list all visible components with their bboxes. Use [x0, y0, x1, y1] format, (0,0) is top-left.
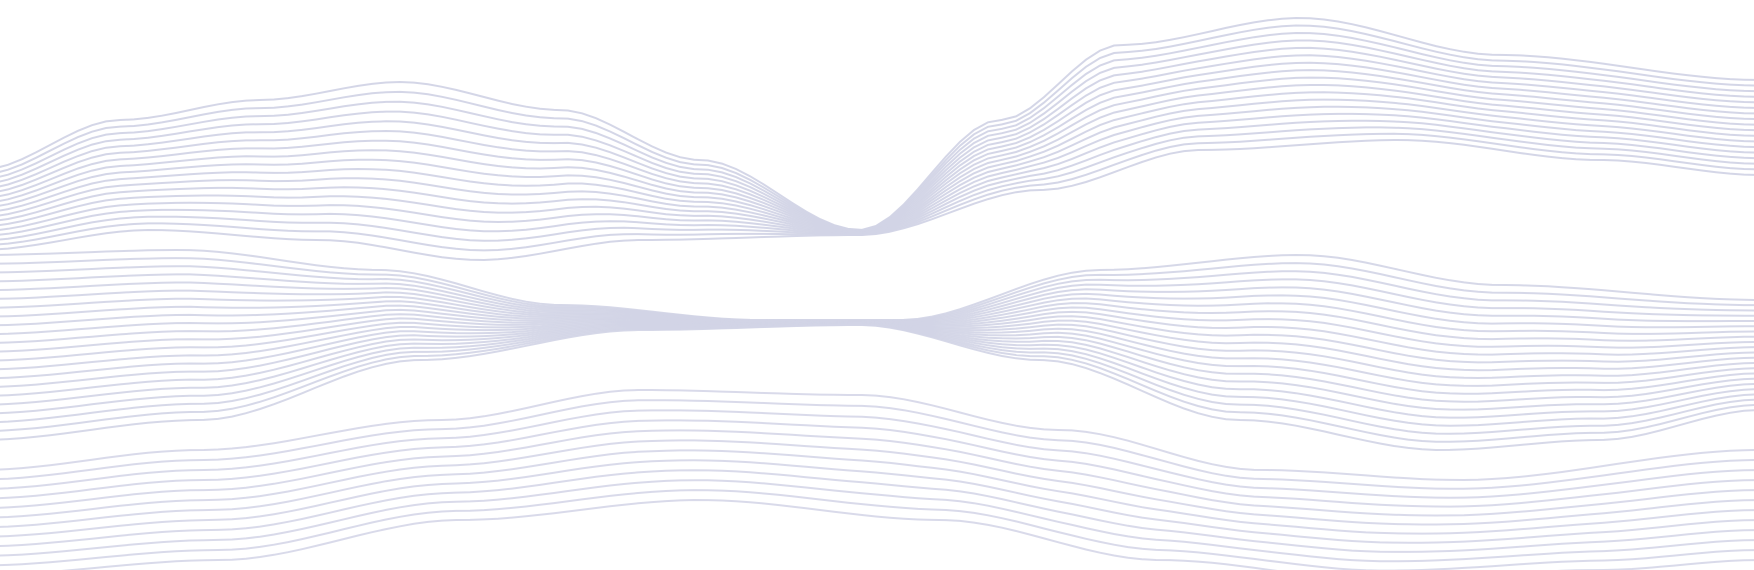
wave-line	[0, 479, 1754, 563]
wave-line	[0, 389, 1754, 482]
wave-line	[0, 419, 1754, 508]
wave-line	[0, 324, 1754, 452]
wave-line	[0, 91, 1754, 234]
wave-line	[0, 469, 1754, 553]
wave-line	[0, 489, 1754, 570]
wave-line	[0, 322, 1754, 395]
wave-line	[0, 61, 1754, 233]
wave-line	[0, 248, 1754, 321]
wave-family-top	[0, 16, 1754, 262]
wave-line	[0, 39, 1754, 232]
wave-line	[0, 126, 1754, 242]
wave-family-middle	[0, 248, 1754, 452]
wave-line	[0, 257, 1754, 322]
wave-line	[0, 449, 1754, 535]
wave-line	[0, 399, 1754, 490]
wave-family-bottom	[0, 389, 1754, 570]
wave-line	[0, 459, 1754, 544]
wave-line	[0, 429, 1754, 517]
wave-line	[0, 439, 1754, 526]
wave-line	[0, 24, 1754, 232]
wave-line	[0, 409, 1754, 499]
wave-line	[0, 281, 1754, 323]
wave-line	[0, 138, 1754, 262]
wave-line	[61, 498, 1754, 570]
wave-line	[0, 69, 1754, 234]
